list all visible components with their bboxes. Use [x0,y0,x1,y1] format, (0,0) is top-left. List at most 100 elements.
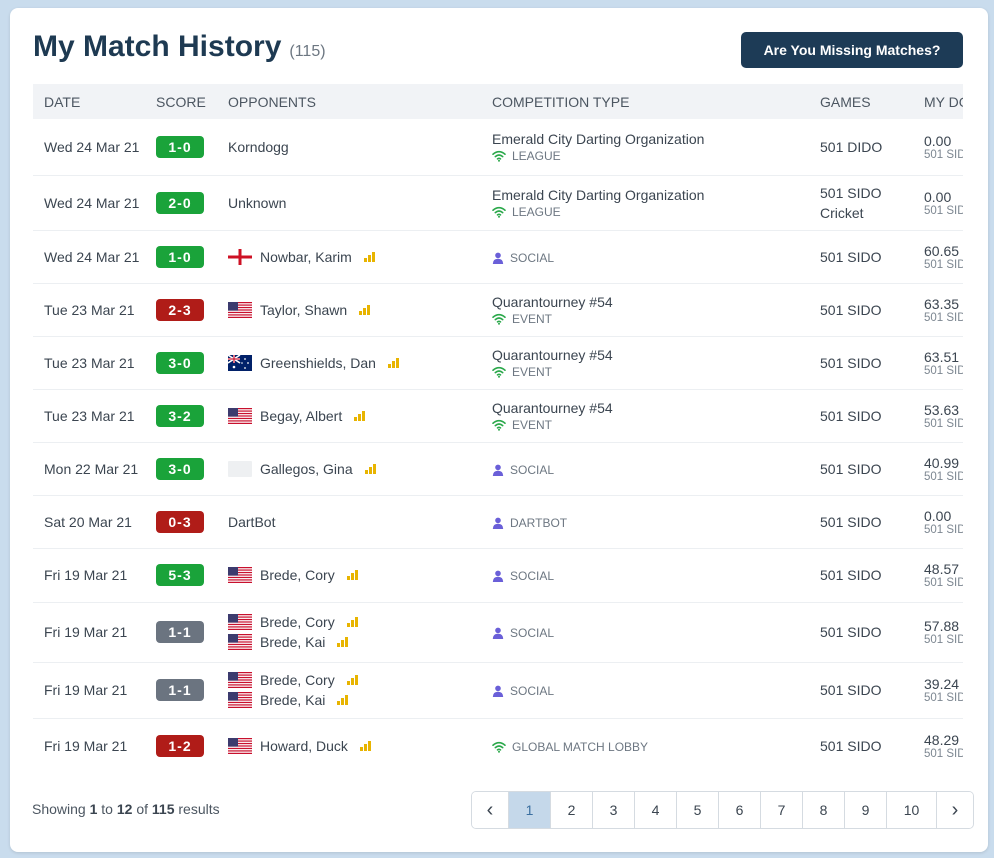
average-game: 501 SIDO [924,258,963,271]
competition-cell: Quarantourney #54 EVENT [492,336,613,389]
wifi-icon [492,150,506,162]
match-date: Tue 23 Mar 21 [44,354,135,371]
competition-type: EVENT [492,312,613,326]
usa-flag-icon [228,407,252,424]
opponent-name[interactable]: Brede, Cory [260,672,335,688]
table-row[interactable]: Fri 19 Mar 21 1-1 Brede, Cory Brede, Kai SOC… [33,602,963,663]
competition-type: SOCIAL [492,463,554,477]
competition-name[interactable]: Quarantourney #54 [492,399,613,416]
column-header-date[interactable]: DATE [44,94,81,110]
opponent: Greenshields, Dan [228,353,399,373]
score-cell: 2-0 [156,175,204,230]
signal-bars-icon [364,463,376,474]
table-row[interactable]: Tue 23 Mar 21 3-2 Begay, Albert Quarantourn… [33,389,963,443]
average-game: 501 SIDO [924,577,963,589]
opponent-name[interactable]: DartBot [228,513,276,530]
usa-flag-icon [228,737,252,754]
page-5-button[interactable]: 5 [677,792,719,828]
page-9-button[interactable]: 9 [845,792,887,828]
column-header-score[interactable]: SCORE [156,94,206,110]
opponent-name[interactable]: Howard, Duck [260,737,348,754]
match-count: (115) [289,43,326,60]
games-cell: 501 SIDO [820,283,881,336]
opponent: Unknown [228,193,286,213]
opponent-name[interactable]: Gallegos, Gina [260,460,353,477]
page-10-button[interactable]: 10 [887,792,937,828]
page-8-button[interactable]: 8 [803,792,845,828]
signal-bars-icon [359,740,371,751]
game-format: 501 DIDO [820,139,883,155]
competition-cell: Quarantourney #54 EVENT [492,283,613,336]
opponents-cell: Nowbar, Karim [228,230,375,283]
page-2-button[interactable]: 2 [551,792,593,828]
opponent-name[interactable]: Greenshields, Dan [260,354,376,371]
next-page-button[interactable]: › [937,792,973,828]
table-row[interactable]: Fri 19 Mar 21 1-2 Howard, Duck GLOBAL MATCH… [33,718,963,768]
table-row[interactable]: Tue 23 Mar 21 3-0 Greenshields, Dan Quarant… [33,336,963,390]
score-cell: 5-3 [156,548,204,602]
signal-bars-icon [354,410,366,421]
column-header-competition[interactable]: COMPETITION TYPE [492,94,630,110]
score-cell: 1-2 [156,718,204,768]
opponent-name[interactable]: Unknown [228,194,287,211]
pagination: ‹ 1 2 3 4 5 6 7 8 9 10 › [471,791,974,829]
average-value: 39.24 [924,676,960,692]
prev-page-button[interactable]: ‹ [472,792,509,828]
table-row[interactable]: Sat 20 Mar 21 0-3 DartBot DARTBOT 501 SIDO 0.… [33,495,963,549]
opponents-cell: DartBot [228,495,275,548]
average-game: 501 SIDO [924,149,963,161]
competition-type: SOCIAL [492,251,554,265]
page-7-button[interactable]: 7 [761,792,803,828]
page-3-button[interactable]: 3 [593,792,635,828]
average-game: 501 SIDO [924,470,963,483]
opponent: Brede, Cory [228,612,358,632]
opponents-cell: Taylor, Shawn [228,283,371,336]
page-6-button[interactable]: 6 [719,792,761,828]
opponents-cell: Gallegos, Gina [228,442,376,495]
table-row[interactable]: Wed 24 Mar 21 1-0 Korndogg Emerald City Dar… [33,119,963,176]
score-badge: 0-3 [156,510,204,533]
opponent-name[interactable]: Taylor, Shawn [260,301,348,318]
score-badge: 3-0 [156,351,204,374]
competition-name[interactable]: Emerald City Darting Organization [492,186,705,203]
missing-matches-button[interactable]: Are You Missing Matches? [741,32,963,68]
table-row[interactable]: Mon 22 Mar 21 3-0 Gallegos, Gina SOCIAL 501 … [33,442,963,496]
column-header-games[interactable]: GAMES [820,94,871,110]
table-row[interactable]: Fri 19 Mar 21 5-3 Brede, Cory SOCIAL 501 SID… [33,548,963,603]
score-cell: 1-0 [156,119,204,175]
column-header-avg[interactable]: MY DO [924,94,963,110]
competition-type-label: EVENT [512,417,553,432]
opponent: Brede, Kai [228,690,358,710]
person-icon [492,627,504,639]
signal-bars-icon [337,695,349,705]
opponent-name[interactable]: Brede, Cory [260,614,335,630]
competition-type-label: LEAGUE [512,204,561,219]
table-row[interactable]: Tue 23 Mar 21 2-3 Taylor, Shawn Quarantourn… [33,283,963,337]
column-header-opponents[interactable]: OPPONENTS [228,94,316,110]
table-row[interactable]: Wed 24 Mar 21 2-0 Unknown Emerald City Dart… [33,175,963,231]
games-cell: 501 SIDO Cricket [820,175,881,230]
table-row[interactable]: Wed 24 Mar 21 1-0 Nowbar, Karim SOCIAL 501 S… [33,230,963,284]
competition-name[interactable]: Quarantourney #54 [492,293,613,310]
opponent-name[interactable]: Nowbar, Karim [260,248,352,265]
score-badge: 1-0 [156,245,204,268]
average-game: 501 SIDO [924,364,963,377]
table-row[interactable]: Fri 19 Mar 21 1-1 Brede, Cory Brede, Kai SOC… [33,662,963,719]
opponent-name[interactable]: Brede, Kai [260,692,326,708]
opponent-name[interactable]: Brede, Kai [260,634,326,650]
opponent-name[interactable]: Korndogg [228,139,289,155]
opponent-name[interactable]: Begay, Albert [260,407,343,424]
score-cell: 3-0 [156,336,204,389]
competition-name[interactable]: Quarantourney #54 [492,346,613,363]
opponent-name[interactable]: Brede, Cory [260,567,335,583]
games-cell: 501 SIDO [820,495,881,548]
score-badge: 1-1 [156,621,204,643]
page-4-button[interactable]: 4 [635,792,677,828]
signal-bars-icon [387,357,399,368]
page-1-button[interactable]: 1 [509,792,551,828]
opponent: Korndogg [228,137,289,157]
competition-name[interactable]: Emerald City Darting Organization [492,131,705,147]
